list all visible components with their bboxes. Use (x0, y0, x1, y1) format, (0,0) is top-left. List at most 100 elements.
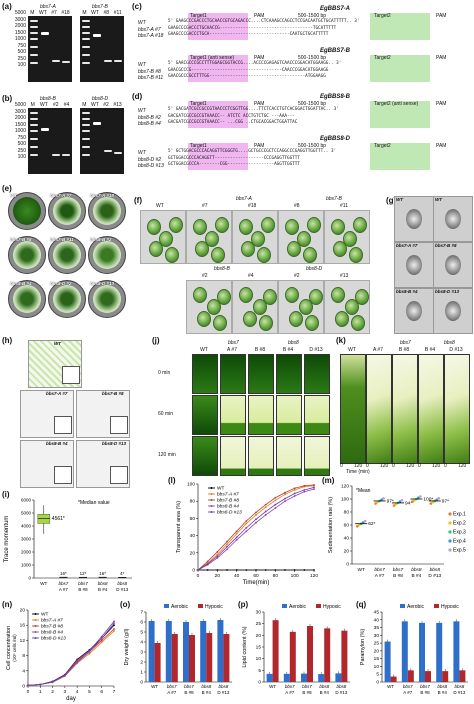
legend-swatch (400, 604, 405, 608)
sedimentation-rate-chart: 0 20 40 60 80 100 120 Sedimentation rate (%) *Me… (328, 484, 466, 580)
euglena-cell (213, 315, 227, 331)
k-xaxis-label: Time (min) (346, 469, 370, 475)
euglena-cell (349, 247, 363, 263)
trace-inset (110, 416, 128, 434)
seq-row-sequence: GAAGCCCGACCCTGCAACCG--------------------… (168, 25, 337, 31)
legend-label: Hypoxic (323, 604, 341, 610)
panel-p-label: (p) (238, 600, 249, 609)
dish-label: bbs7-B #11 (50, 237, 74, 242)
y-tick-label: 0 (22, 684, 25, 690)
dish-culture (13, 285, 41, 313)
panel-h-label: (h) (2, 336, 13, 345)
x-tick-label: 60 (253, 573, 259, 579)
replicate-point (417, 496, 420, 499)
y-tick-label: 35 (374, 625, 380, 631)
gel-a1-title: bbs7-A (40, 4, 56, 10)
f-image-label: #11 (340, 203, 348, 209)
k-col-label: B #4 (424, 347, 436, 353)
y-tick-label: 0 (258, 680, 261, 686)
sedimentation-kymographs: bbs7 bbs8 WT 0 120 A #7 0 120 B #8 0 120 B #4 0 120 D … (340, 340, 472, 476)
euglena-cell (351, 315, 365, 331)
gel-a-size-ladder: 5000 3000 2000 1500 1000 750 500 250 100 (14, 10, 26, 68)
x-tick-label: 0 (27, 689, 30, 695)
x-category-group: WT (40, 581, 47, 586)
chart-note: *Median value (78, 500, 110, 506)
tube-image (220, 354, 246, 394)
legend-label: bbs7-B #8 (217, 498, 239, 504)
y-tick-label: 5000 (21, 511, 32, 516)
euglena-cell (355, 289, 369, 305)
x-axis-label: day (66, 696, 76, 702)
seq-block-title: EgBBS7-B (320, 48, 351, 54)
tube-image (304, 354, 330, 394)
micrograph (186, 210, 232, 264)
seq-row-sequence: GACGATCGCCGCCGTAAACC-- ...CGG ..CTGCACGG… (168, 120, 298, 125)
x-category-sub: A #7 (375, 573, 385, 579)
seq-row-sequence: GACGATCGCCGCCGTAAACC-- ATCTC ACCTGTCTGC … (168, 113, 295, 119)
y-tick-label: 10 (374, 664, 380, 670)
y-tick-label: 40 (190, 533, 196, 539)
panel-a-label: (a) (2, 2, 12, 11)
gap-label: 500-1500 bp (298, 143, 327, 149)
euglena-cell (239, 219, 253, 235)
seq-row-name: bbs8-D #13 (138, 163, 164, 169)
y-tick-label: 120 (341, 484, 349, 490)
series-point (284, 493, 286, 496)
euglena-cell (333, 241, 347, 257)
legend-label: Hypoxic (441, 604, 459, 610)
series-point (100, 635, 103, 638)
legend-label: bbs8-D #13 (217, 510, 242, 516)
closeup-cell (445, 255, 461, 275)
y-axis-label: Dry weight (g/l) (124, 628, 130, 665)
bar-hypoxic (324, 628, 331, 682)
x-category-sub: B #8 (393, 573, 403, 579)
seq-row-name: bbs7-B #8 (138, 68, 161, 75)
gel-b1-title: bbs8-B (40, 96, 56, 102)
legend-marker (448, 539, 452, 543)
x-category-sub: D #13 (217, 690, 230, 695)
series-point (63, 674, 66, 676)
target2-label: Target2 (374, 55, 391, 61)
dish-culture (13, 197, 41, 225)
target1-highlight (188, 13, 248, 40)
x-tick-label: 120 (310, 573, 318, 579)
bar-hypoxic (307, 626, 313, 682)
x-tick-label: 6 (100, 689, 103, 695)
euglena-cell (285, 219, 299, 235)
y-axis-label: Trace momentum (4, 516, 10, 563)
y-tick-label: 4000 (21, 524, 32, 529)
series-point (313, 486, 315, 489)
trace-images: WT bbs7-A #7 bbs7-B #8 bbs8-B #4 bbs8-D #13 (20, 340, 132, 488)
euglena-cell (297, 231, 311, 247)
f-image-label: #8 (294, 203, 300, 209)
seq-row-name: WT (138, 150, 146, 156)
series-point (226, 543, 228, 546)
pam1-label: PAM (254, 55, 265, 61)
legend-label: WT (217, 486, 225, 492)
y-tick-label: 16 (20, 623, 26, 629)
k-col-label: D #13 (449, 347, 463, 353)
dish-label: bbs8-D #13 (90, 281, 115, 286)
y-tick-label: 2000 (21, 550, 32, 555)
euglena-cell (309, 289, 323, 305)
y-tick-label: 25 (256, 621, 262, 627)
y-tick-label: 0 (28, 576, 31, 581)
series-point (245, 569, 248, 571)
y-axis-label: Lipid content (%) (242, 626, 248, 667)
x-tick-label: 80 (273, 573, 279, 579)
closeup-cell (406, 301, 422, 321)
seq-block-title: EgBBS8-B (320, 94, 351, 100)
x-category-group: WT (269, 684, 276, 689)
series-point (226, 540, 228, 543)
f-group-label: bbs7-B (326, 196, 342, 202)
dish-label: bbs8-D #2 (50, 281, 72, 286)
euglena-cell (257, 247, 271, 263)
series-point (255, 514, 257, 516)
target2-highlight (370, 13, 430, 40)
panel-j-label: (j) (152, 336, 160, 345)
legend-marker (448, 548, 452, 552)
seq-row-name: bbs8-B #4 (138, 121, 161, 127)
legend-marker (448, 512, 452, 516)
x-category-group: bbs8 (98, 581, 108, 586)
culture-dish (88, 192, 126, 230)
